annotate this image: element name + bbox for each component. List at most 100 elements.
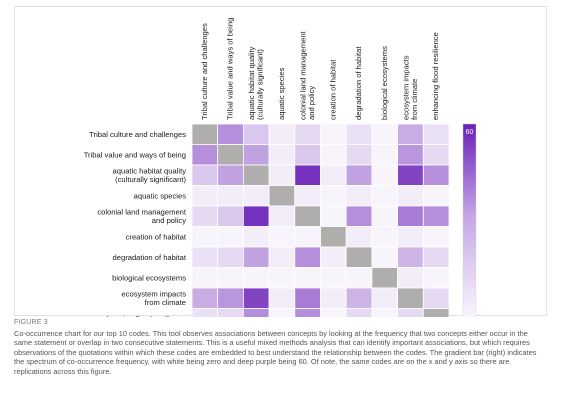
heatmap-cell-r2-c3 [268, 164, 296, 186]
heatmap-cell-r0-c4 [294, 123, 321, 145]
heatmap-cell-r3-c3 [268, 185, 296, 207]
x-axis-label-0: Tribal culture and challenges [200, 23, 209, 120]
x-axis-label-5: creation of habitat [328, 59, 337, 120]
heatmap-cell-r8-c3 [268, 287, 296, 309]
heatmap-cell-r6-c7 [371, 246, 398, 268]
heatmap-cell-r1-c9 [422, 144, 450, 166]
heatmap-cell-r7-c6 [345, 267, 373, 289]
heatmap-cell-r9-c8 [397, 308, 424, 317]
heatmap-cell-r1-c4 [294, 144, 321, 166]
heatmap-cell-r4-c5 [320, 205, 347, 227]
x-axis-label-8: ecosystem impactsfrom climate [401, 55, 419, 120]
heatmap-cell-r4-c1 [217, 205, 244, 227]
colorbar-tick-max: 60 [466, 129, 474, 136]
heatmap-cell-r5-c4 [294, 226, 321, 248]
heatmap-cell-r9-c2 [242, 308, 270, 317]
heatmap-cell-r2-c7 [371, 164, 398, 186]
heatmap-cell-r5-c1 [217, 226, 244, 248]
heatmap-cell-r5-c3 [268, 226, 296, 248]
heatmap-cell-r2-c5 [320, 164, 347, 186]
heatmap-cell-r7-c1 [217, 267, 244, 289]
x-axis-label-7: biological ecosystems [380, 46, 389, 120]
heatmap-cell-r0-c6 [345, 123, 373, 145]
heatmap-cell-r6-c9 [422, 246, 450, 268]
heatmap-cell-r1-c7 [371, 144, 398, 166]
heatmap-cell-r0-c8 [397, 123, 424, 145]
heatmap-cell-r8-c6 [345, 287, 373, 309]
heatmap-cell-r6-c4 [294, 246, 321, 268]
y-axis-label-4: colonial land management and policy [97, 208, 187, 226]
y-axis-label-8: ecosystem impacts from climate [121, 290, 186, 308]
heatmap-cell-r9-c1 [217, 308, 244, 317]
heatmap-cell-r3-c1 [217, 185, 244, 207]
y-axis-label-2: aquatic habitat quality (culturally signi… [113, 167, 187, 185]
heatmap-cell-r9-c9 [422, 308, 450, 317]
heatmap-cell-r3-c0 [191, 185, 219, 207]
heatmap-cell-r9-c5 [320, 308, 347, 317]
heatmap-cell-r9-c6 [345, 308, 373, 317]
heatmap-cell-r6-c8 [397, 246, 424, 268]
heatmap-cell-r1-c1 [217, 144, 244, 166]
heatmap-cell-r6-c5 [320, 246, 347, 268]
heatmap-cell-r7-c3 [268, 267, 296, 289]
heatmap-cell-r4-c2 [242, 205, 270, 227]
heatmap-cell-r3-c9 [422, 185, 450, 207]
heatmap-cell-r0-c9 [422, 123, 450, 145]
heatmap-cell-r3-c2 [242, 185, 270, 207]
heatmap-cell-r4-c9 [422, 205, 450, 227]
heatmap-cell-r5-c5 [320, 226, 347, 248]
heatmap-cell-r0-c0 [191, 123, 219, 145]
heatmap-cell-r6-c2 [242, 246, 270, 268]
heatmap-cell-r5-c7 [371, 226, 398, 248]
heatmap-cell-r5-c2 [242, 226, 270, 248]
heatmap-cell-r7-c4 [294, 267, 321, 289]
heatmap-cell-r5-c6 [345, 226, 373, 248]
heatmap-cell-r7-c5 [320, 267, 347, 289]
heatmap-cell-r1-c0 [191, 144, 219, 166]
heatmap-cell-r1-c5 [320, 144, 347, 166]
heatmap-cell-r2-c1 [217, 164, 244, 186]
heatmap-cell-r7-c0 [191, 267, 219, 289]
heatmap-cell-r4-c3 [268, 205, 296, 227]
heatmap-cell-r7-c7 [371, 267, 398, 289]
heatmap-cell-r6-c0 [191, 246, 219, 268]
heatmap-cell-r4-c0 [191, 205, 219, 227]
x-axis-label-6: degradation of habitat [354, 46, 363, 120]
heatmap-cell-r4-c8 [397, 205, 424, 227]
heatmap-cell-r6-c1 [217, 246, 244, 268]
heatmap-cell-r7-c8 [397, 267, 424, 289]
heatmap-cell-r2-c4 [294, 164, 321, 186]
heatmap-cell-r1-c8 [397, 144, 424, 166]
heatmap-cell-r2-c9 [422, 164, 450, 186]
heatmap-cell-r4-c7 [371, 205, 398, 227]
heatmap-cell-r8-c0 [191, 287, 219, 309]
heatmap-cell-r3-c6 [345, 185, 373, 207]
heatmap-cell-r1-c2 [242, 144, 270, 166]
heatmap-cell-r8-c2 [242, 287, 270, 309]
figure-frame: Tribal culture and challenges Tribal valu… [14, 6, 547, 317]
heatmap-cell-r5-c9 [422, 226, 450, 248]
heatmap-cell-r0-c3 [268, 123, 296, 145]
figure-caption: FIGURE 3 Co-occurrence chart for our top… [14, 318, 547, 377]
heatmap-cell-r2-c6 [345, 164, 373, 186]
caption-label: FIGURE 3 [14, 319, 48, 326]
heatmap-cell-r7-c2 [242, 267, 270, 289]
heatmap-cell-r3-c7 [371, 185, 398, 207]
heatmap-cell-r5-c8 [397, 226, 424, 248]
x-axis-label-4: colonial land managementand policy [298, 30, 316, 120]
heatmap-cell-r8-c7 [371, 287, 398, 309]
heatmap-cell-r2-c2 [242, 164, 270, 186]
y-axis-label-5: creation of habitat [126, 232, 187, 241]
heatmap-cell-r6-c3 [268, 246, 296, 268]
heatmap-cell-r8-c1 [217, 287, 244, 309]
heatmap-cell-r0-c5 [320, 123, 347, 145]
x-axis-label-3: aquatic species [277, 67, 286, 120]
heatmap-cell-r0-c1 [217, 123, 244, 145]
y-axis-label-7: biological ecosystems [112, 273, 186, 282]
y-axis-label-6: degradation of habitat [113, 253, 187, 262]
y-axis-label-9: enhancing flood resilience [98, 314, 186, 317]
heatmap-cell-r4-c4 [294, 205, 321, 227]
y-axis-label-1: Tribal value and ways of being [84, 150, 186, 159]
heatmap-cell-r5-c0 [191, 226, 219, 248]
cooccurrence-heatmap: Tribal culture and challenges Tribal valu… [84, 18, 477, 317]
